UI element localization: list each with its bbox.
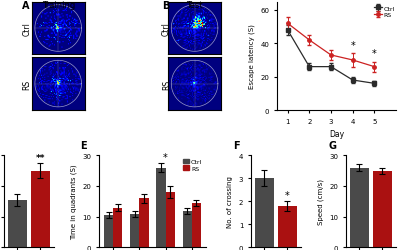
Text: **: ** [36,154,45,162]
Legend: Ctrl, RS: Ctrl, RS [182,159,203,172]
Text: *: * [285,190,290,200]
Text: Ctrl: Ctrl [22,22,31,36]
Text: F: F [233,140,240,150]
Bar [104,215,113,248]
Bar [139,198,148,248]
Text: Training: Training [42,2,75,11]
Y-axis label: No. of crossing: No. of crossing [227,176,233,228]
Bar [183,211,192,248]
Text: B: B [162,2,169,12]
Legend: Ctrl, RS: Ctrl, RS [373,6,395,18]
Y-axis label: Escape latency (S): Escape latency (S) [248,24,254,89]
Text: RS: RS [162,79,171,89]
Text: Test: Test [186,2,203,11]
Bar [166,192,175,248]
Text: RS: RS [22,79,31,89]
Bar [192,203,201,248]
Bar [373,171,392,248]
Text: *: * [163,152,168,162]
Bar [113,208,122,248]
Text: *: * [372,49,377,59]
Y-axis label: Time in quadrants (S): Time in quadrants (S) [70,164,77,239]
X-axis label: Day: Day [329,130,344,139]
Bar [350,168,369,248]
Bar [255,178,274,248]
Text: Ctrl: Ctrl [162,22,171,36]
Bar [31,171,50,248]
Text: E: E [80,140,86,150]
Text: G: G [328,140,336,150]
Bar [130,214,139,248]
Y-axis label: Speed (cm/s): Speed (cm/s) [317,179,324,224]
Text: *: * [350,41,355,51]
Bar [278,206,296,248]
Bar [156,168,166,248]
Text: A: A [22,2,30,12]
Bar [8,200,27,248]
